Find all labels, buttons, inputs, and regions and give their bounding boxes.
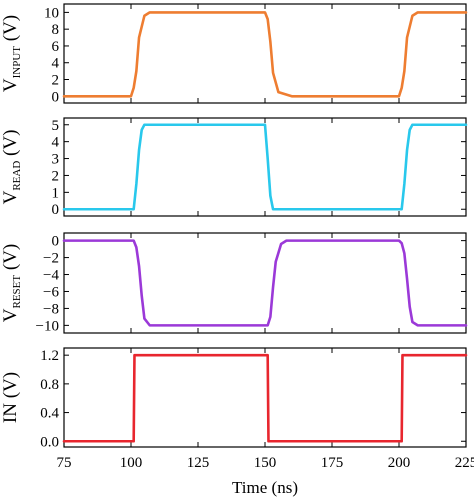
- y-tick-label: 4: [52, 135, 60, 151]
- signal-trace: [62, 353, 468, 443]
- plot-frame: [63, 232, 467, 334]
- x-tick-label: 225: [455, 455, 474, 471]
- y-label-subscript: RESET: [11, 275, 23, 309]
- y-label-main: V: [0, 190, 21, 204]
- y-tick-label: 5: [52, 118, 60, 134]
- y-tick-label: 6: [52, 39, 60, 55]
- y-tick-label: 10: [44, 5, 59, 21]
- x-tick-label: 175: [321, 455, 344, 471]
- y-label-unit: (V): [0, 244, 21, 275]
- y-tick-label: 4: [52, 56, 60, 72]
- x-tick-label: 100: [120, 455, 143, 471]
- y-tick-label: −4: [43, 268, 59, 284]
- signal-trace: [62, 239, 468, 327]
- y-tick-label: 2: [52, 73, 60, 89]
- x-tick-label: 200: [388, 455, 411, 471]
- y-tick-label: −10: [36, 318, 59, 334]
- y-tick-label: 3: [52, 152, 60, 168]
- x-axis: 75 100 125 150 175 200 225 Time (ns): [57, 455, 474, 497]
- y-tick-label: 1: [52, 185, 60, 201]
- y-tick-label: 1.2: [40, 348, 59, 364]
- y-axis-label: VREAD (V): [0, 130, 23, 205]
- y-tick-label: 0.8: [40, 377, 59, 393]
- y-tick-label: 0: [52, 234, 60, 250]
- y-axis-label: VRESET (V): [0, 244, 23, 323]
- panel-4: 0.0 0.4 0.8 1.2 IN (V): [0, 347, 468, 450]
- y-label-main: IN: [0, 403, 21, 423]
- y-label-main: V: [0, 308, 21, 322]
- signal-trace: [62, 123, 468, 211]
- y-tick-label: 0.0: [40, 434, 59, 450]
- y-label-unit: (V): [0, 130, 21, 161]
- panel-3: 0−2−4−6−8−10 VRESET (V): [0, 232, 468, 334]
- y-label-subscript: INPUT: [11, 46, 23, 79]
- plot-frame: [63, 347, 467, 448]
- x-axis-label: Time (ns): [232, 478, 298, 497]
- y-tick-label: −8: [43, 301, 59, 317]
- y-tick-label: 0: [52, 202, 60, 218]
- y-tick-label: 8: [52, 22, 60, 38]
- y-label-unit: (V): [0, 372, 21, 403]
- signal-trace: [62, 11, 468, 98]
- y-tick-label: 2: [52, 168, 60, 184]
- x-tick-label: 75: [57, 455, 72, 471]
- x-tick-label: 125: [187, 455, 210, 471]
- x-tick-label: 150: [254, 455, 277, 471]
- y-label-unit: (V): [0, 15, 21, 46]
- y-tick-label: −2: [43, 251, 59, 267]
- y-axis-label: VINPUT (V): [0, 15, 23, 92]
- y-axis-label: IN (V): [0, 372, 21, 423]
- y-label-subscript: READ: [11, 161, 23, 191]
- y-tick-label: 0: [52, 89, 60, 105]
- y-tick-label: −6: [43, 284, 59, 300]
- y-label-main: V: [0, 78, 21, 92]
- y-tick-label: 0.4: [40, 406, 59, 422]
